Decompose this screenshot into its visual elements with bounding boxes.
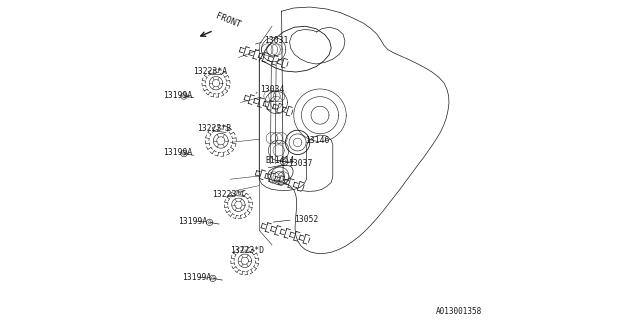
Text: FRONT: FRONT — [214, 12, 242, 30]
Text: B11414: B11414 — [266, 156, 295, 164]
Text: A013001358: A013001358 — [436, 308, 482, 316]
Text: 13146: 13146 — [305, 136, 330, 145]
Text: 13199A: 13199A — [163, 91, 193, 100]
Text: 13223*C: 13223*C — [212, 190, 246, 199]
Text: 13199A: 13199A — [163, 148, 193, 157]
Text: 13199A: 13199A — [182, 273, 211, 282]
Text: 13034: 13034 — [260, 85, 284, 94]
Text: 13199A: 13199A — [179, 217, 208, 226]
Text: 13223*A: 13223*A — [193, 67, 227, 76]
Text: 13052: 13052 — [294, 215, 319, 224]
Text: 13031: 13031 — [264, 36, 289, 45]
Text: 13223*D: 13223*D — [230, 246, 264, 255]
Text: 13037: 13037 — [288, 159, 312, 168]
Text: 13223*B: 13223*B — [197, 124, 231, 133]
